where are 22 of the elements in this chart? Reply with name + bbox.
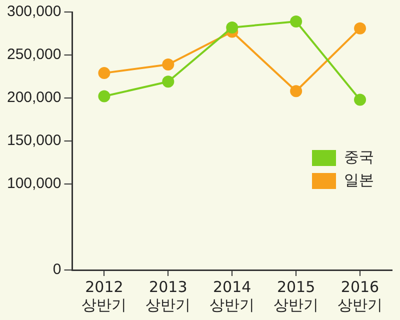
point xyxy=(162,58,174,70)
y-tick-label: 100,000 xyxy=(6,175,62,192)
x-tick-label: 2012 상반기 xyxy=(82,278,127,314)
y-tick-label: 200,000 xyxy=(6,89,62,106)
point xyxy=(226,21,238,34)
y-tick-label: 0 xyxy=(52,261,62,278)
point xyxy=(290,85,302,98)
point xyxy=(98,67,110,80)
point xyxy=(290,15,302,28)
point xyxy=(98,90,110,102)
point xyxy=(354,22,366,34)
point xyxy=(354,94,366,106)
legend-label: 일본 xyxy=(344,170,374,189)
y-tick-label: 250,000 xyxy=(6,46,62,64)
x-tick-label: 2015 상반기 xyxy=(274,278,319,314)
point xyxy=(162,76,174,88)
x-tick-label: 2016 상반기 xyxy=(338,278,383,314)
x-tick-label: 2013 상반기 xyxy=(146,278,191,314)
y-tick-label: 300,000 xyxy=(6,3,62,20)
legend-label: 중국 xyxy=(344,148,374,166)
x-tick-label: 2014 상반기 xyxy=(210,278,255,314)
y-tick-label: 150,000 xyxy=(6,132,62,150)
